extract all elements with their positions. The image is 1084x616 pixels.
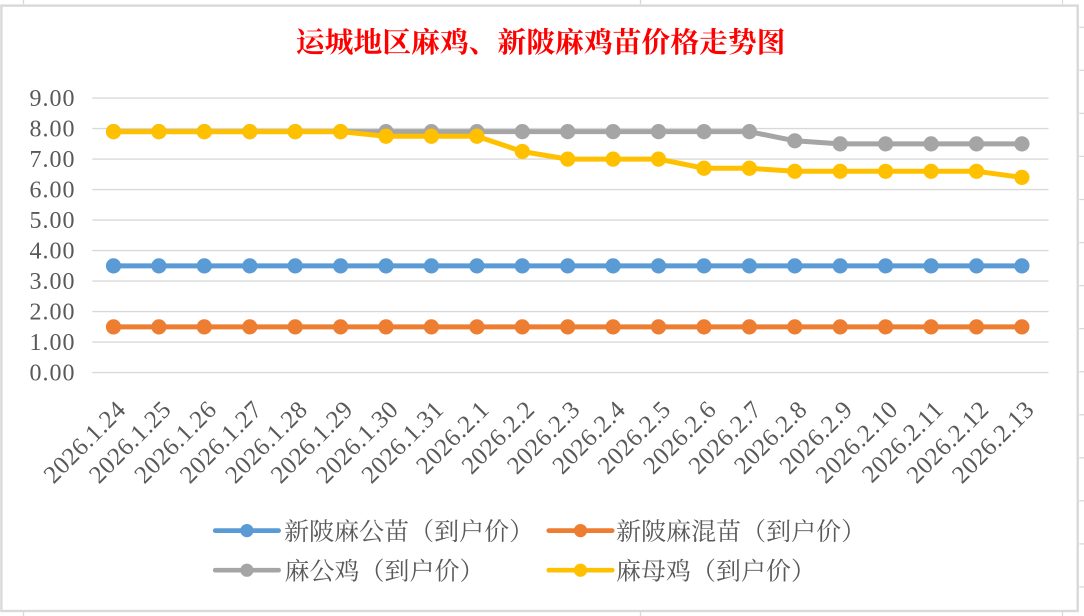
svg-text:0.00: 0.00 — [30, 360, 76, 386]
svg-text:4.00: 4.00 — [30, 238, 76, 264]
svg-text:2.00: 2.00 — [30, 299, 76, 325]
svg-text:8.00: 8.00 — [30, 116, 76, 142]
svg-text:1.00: 1.00 — [30, 330, 76, 356]
svg-text:6.00: 6.00 — [30, 177, 76, 203]
svg-text:9.00: 9.00 — [30, 86, 76, 112]
svg-text:3.00: 3.00 — [30, 269, 76, 295]
svg-text:7.00: 7.00 — [30, 147, 76, 173]
svg-text:5.00: 5.00 — [30, 208, 76, 234]
